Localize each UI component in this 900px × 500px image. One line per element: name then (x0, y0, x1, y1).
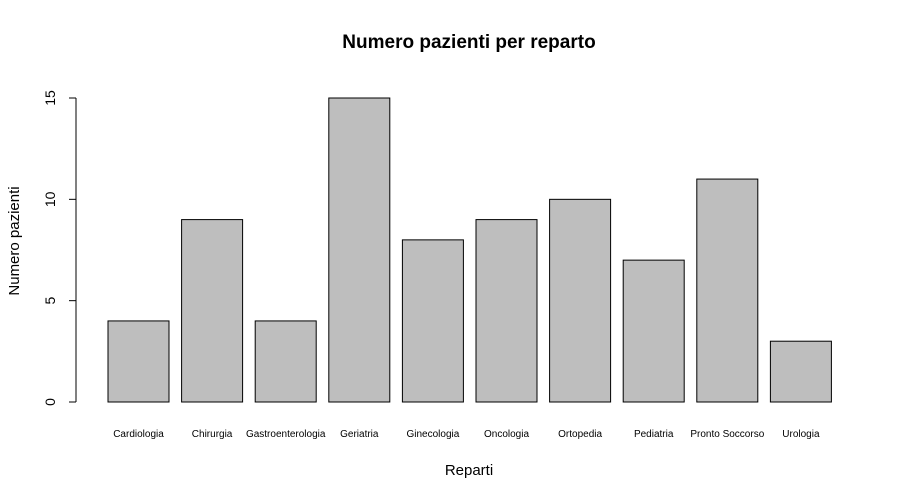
y-tick-label: 5 (42, 297, 58, 305)
y-tick-label: 10 (42, 191, 58, 207)
y-axis: 0 5 10 15 (42, 90, 77, 406)
y-axis-label: Numero pazienti (6, 186, 23, 295)
x-category-label: Cardiologia (113, 429, 164, 440)
x-category-label: Pediatria (634, 429, 674, 440)
y-tick-label: 0 (42, 398, 58, 406)
category-labels-group: Cardiologia Chirurgia Gastroenterologia Ger… (113, 429, 820, 440)
bar-urologia (769, 340, 832, 403)
x-category-label: Oncologia (484, 429, 529, 440)
bar-pediatria (622, 259, 685, 403)
bar-pronto-soccorso (696, 178, 759, 403)
chart-title: Numero pazienti per reparto (342, 32, 595, 53)
x-category-label: Urologia (782, 429, 820, 440)
x-category-label: Chirurgia (192, 429, 233, 440)
bars-group (107, 97, 832, 403)
x-axis-label: Reparti (445, 462, 493, 479)
bar-oncologia (475, 219, 538, 403)
y-tick-label: 15 (42, 90, 58, 106)
bar-geriatria (328, 97, 391, 403)
x-category-label: Geriatria (340, 429, 379, 440)
bar-chirurgia (181, 219, 244, 403)
bar-ginecologia (401, 239, 464, 403)
x-category-label: Ginecologia (406, 429, 459, 440)
bar-ortopedia (549, 198, 612, 403)
bar-gastroenterologia (254, 320, 317, 403)
bar-cardiologia (107, 320, 170, 403)
x-category-label: Gastroenterologia (246, 429, 326, 440)
x-category-label: Pronto Soccorso (690, 429, 764, 440)
x-category-label: Ortopedia (558, 429, 602, 440)
